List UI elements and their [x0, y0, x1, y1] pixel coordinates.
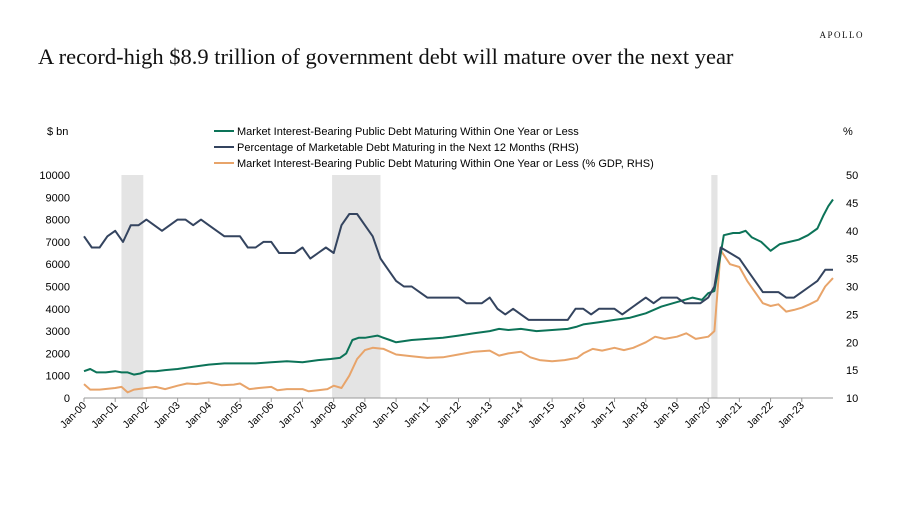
- left-tick-label: 4000: [46, 304, 70, 316]
- right-tick-label: 15: [846, 365, 858, 377]
- right-tick-label: 40: [846, 226, 858, 238]
- x-tick-label: Jan-09: [339, 400, 370, 431]
- right-tick-label: 50: [846, 170, 858, 182]
- right-axis-unit: %: [843, 126, 853, 138]
- right-tick-label: 45: [846, 198, 858, 210]
- x-tick-label: Jan-17: [588, 400, 619, 431]
- x-tick-label: Jan-13: [464, 400, 495, 431]
- x-tick-label: Jan-19: [651, 400, 682, 431]
- x-tick-label: Jan-15: [526, 400, 557, 431]
- x-tick-label: Jan-23: [776, 400, 807, 431]
- left-tick-label: 10000: [39, 170, 70, 182]
- axes: 0 1000 2000 3000 4000 5000 6000 7000 8000 9000 100…: [39, 126, 858, 431]
- x-tick-label: Jan-22: [745, 400, 776, 431]
- recession-band-1: [332, 175, 381, 398]
- x-tick-label: Jan-06: [245, 400, 276, 431]
- left-tick-label: 6000: [46, 259, 70, 271]
- x-tick-label: Jan-12: [432, 400, 463, 431]
- debt-maturing-line: [83, 198, 834, 376]
- legend: Market Interest-Bearing Public Debt Matu…: [214, 126, 654, 170]
- left-tick-label: 3000: [46, 326, 70, 338]
- chart-title: A record-high $8.9 trillion of governmen…: [38, 44, 734, 69]
- x-tick-label: Jan-16: [557, 400, 588, 431]
- x-tick-label: Jan-05: [214, 400, 245, 431]
- x-tick-label: Jan-21: [713, 400, 744, 431]
- left-tick-label: 2000: [46, 348, 70, 360]
- x-tick-label: Jan-01: [89, 400, 120, 431]
- x-tick-label: Jan-02: [120, 400, 151, 431]
- left-tick-label: 8000: [46, 215, 70, 227]
- x-tick-label: Jan-04: [183, 400, 214, 431]
- legend-label-0: Market Interest-Bearing Public Debt Matu…: [237, 126, 579, 138]
- legend-label-1: Percentage of Marketable Debt Maturing i…: [237, 142, 579, 154]
- pct-marketable-debt-line: [83, 213, 833, 321]
- x-tick-label: Jan-10: [370, 400, 401, 431]
- legend-label-2: Market Interest-Bearing Public Debt Matu…: [237, 158, 654, 170]
- left-tick-label: 7000: [46, 237, 70, 249]
- x-tick-label: Jan-08: [308, 400, 339, 431]
- left-tick-label: 9000: [46, 192, 70, 204]
- right-tick-label: 35: [846, 254, 858, 266]
- x-tick-label: Jan-20: [682, 400, 713, 431]
- brand-logo: APOLLO: [819, 30, 864, 40]
- x-tick-label: Jan-14: [495, 400, 526, 431]
- x-tick-label: Jan-03: [152, 400, 183, 431]
- right-tick-label: 30: [846, 282, 858, 294]
- left-tick-label: 5000: [46, 282, 70, 294]
- recession-bands: [121, 175, 718, 398]
- x-tick-label: Jan-11: [402, 400, 433, 431]
- left-tick-label: 1000: [46, 371, 70, 383]
- right-tick-label: 10: [846, 393, 858, 405]
- series-lines: [83, 198, 834, 394]
- recession-band-0: [121, 175, 144, 398]
- x-tick-label: Jan-18: [620, 400, 651, 431]
- x-tick-label: Jan-07: [276, 400, 307, 431]
- right-tick-label: 25: [846, 309, 858, 321]
- debt-pct-gdp-line: [83, 249, 834, 394]
- x-tick-label: Jan-00: [58, 400, 89, 431]
- left-axis-unit: $ bn: [47, 126, 68, 138]
- right-tick-label: 20: [846, 337, 858, 349]
- left-tick-label: 0: [64, 393, 70, 405]
